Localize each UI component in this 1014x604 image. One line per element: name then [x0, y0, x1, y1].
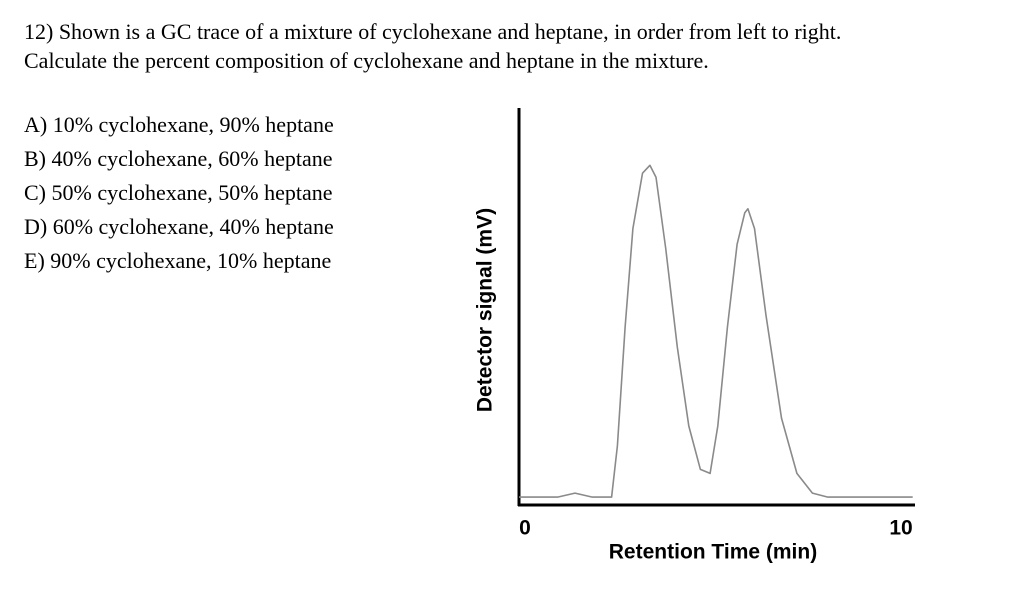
y-axis-label: Detector signal (mV) — [474, 208, 497, 412]
options: A) 10% cyclohexane, 90% heptane B) 40% c… — [24, 108, 334, 278]
option[interactable]: C) 50% cyclohexane, 50% heptane — [24, 180, 333, 205]
x-tick-label: 0 — [519, 517, 531, 540]
option[interactable]: B) 40% cyclohexane, 60% heptane — [24, 146, 333, 171]
x-tick-label: 10 — [889, 517, 912, 540]
option[interactable]: D) 60% cyclohexane, 40% heptane — [24, 214, 334, 239]
x-axis-label: Retention Time (min) — [609, 541, 817, 564]
question-line: 12) Shown is a GC trace of a mixture of … — [24, 19, 842, 44]
option[interactable]: E) 90% cyclohexane, 10% heptane — [24, 248, 332, 273]
question: 12) Shown is a GC trace of a mixture of … — [24, 17, 841, 75]
question-line: Calculate the percent composition of cyc… — [24, 48, 709, 73]
trace — [519, 164, 913, 498]
option[interactable]: A) 10% cyclohexane, 90% heptane — [24, 112, 334, 137]
